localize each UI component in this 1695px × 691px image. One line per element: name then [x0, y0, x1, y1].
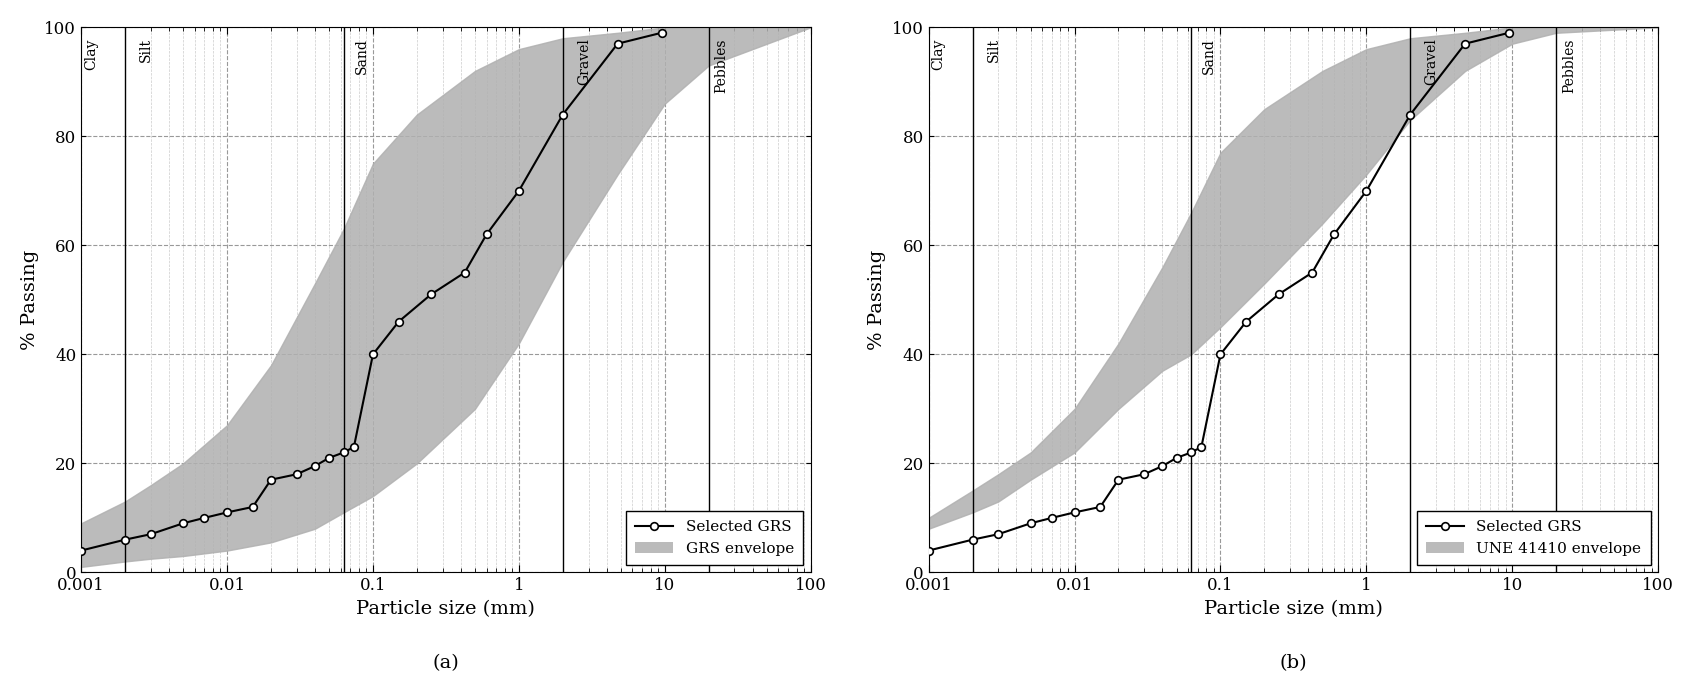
Text: Silt: Silt — [986, 38, 1000, 62]
Legend: Selected GRS, GRS envelope: Selected GRS, GRS envelope — [625, 511, 803, 565]
Text: Clay: Clay — [85, 38, 98, 70]
Text: Clay: Clay — [932, 38, 946, 70]
Text: Gravel: Gravel — [1424, 38, 1439, 85]
Text: Pebbles: Pebbles — [715, 38, 729, 93]
Text: Sand: Sand — [354, 38, 370, 74]
Text: Pebbles: Pebbles — [1563, 38, 1576, 93]
Y-axis label: % Passing: % Passing — [868, 249, 886, 350]
Y-axis label: % Passing: % Passing — [20, 249, 39, 350]
Text: (a): (a) — [432, 654, 459, 672]
Text: (b): (b) — [1280, 654, 1307, 672]
X-axis label: Particle size (mm): Particle size (mm) — [1203, 600, 1383, 618]
Legend: Selected GRS, UNE 41410 envelope: Selected GRS, UNE 41410 envelope — [1417, 511, 1651, 565]
Text: Silt: Silt — [139, 38, 153, 62]
Text: Gravel: Gravel — [576, 38, 592, 85]
Text: Sand: Sand — [1202, 38, 1217, 74]
X-axis label: Particle size (mm): Particle size (mm) — [356, 600, 536, 618]
